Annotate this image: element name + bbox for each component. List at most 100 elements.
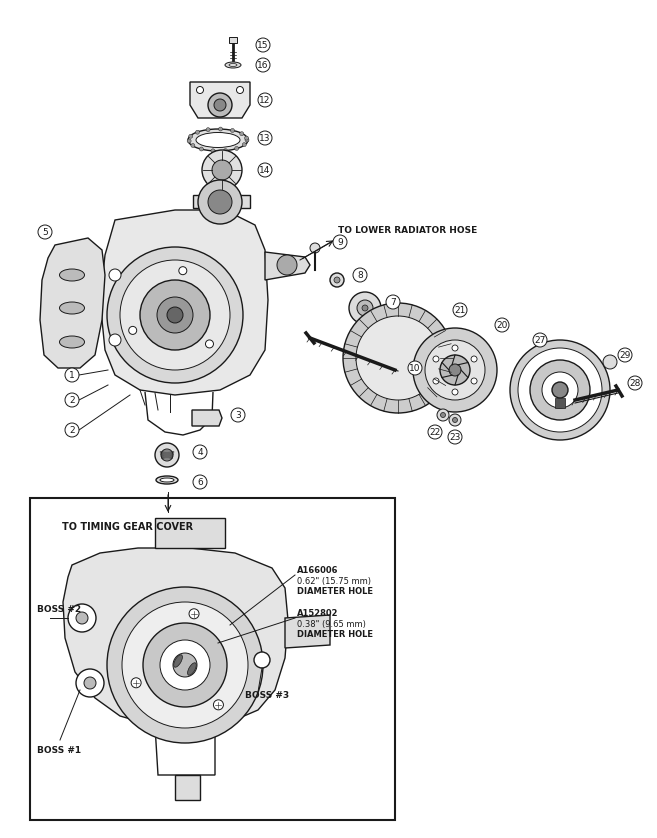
Circle shape <box>223 148 227 153</box>
Circle shape <box>129 326 137 334</box>
Text: 8: 8 <box>357 271 363 280</box>
Circle shape <box>258 131 272 145</box>
Circle shape <box>349 292 381 324</box>
Circle shape <box>452 345 458 351</box>
Circle shape <box>109 269 121 281</box>
Circle shape <box>107 247 243 383</box>
Bar <box>30 498 395 820</box>
Circle shape <box>173 653 197 677</box>
Circle shape <box>65 368 79 382</box>
Circle shape <box>413 328 497 412</box>
Circle shape <box>357 300 373 316</box>
Circle shape <box>219 127 223 131</box>
Circle shape <box>202 150 242 190</box>
Text: 6: 6 <box>197 478 203 487</box>
Circle shape <box>440 355 470 385</box>
Circle shape <box>193 475 207 489</box>
Circle shape <box>449 414 461 426</box>
Circle shape <box>408 361 422 375</box>
Text: 15: 15 <box>258 40 269 49</box>
Text: 2: 2 <box>69 426 75 434</box>
Ellipse shape <box>225 62 241 68</box>
Circle shape <box>510 340 610 440</box>
Text: BOSS #3: BOSS #3 <box>245 691 289 700</box>
Circle shape <box>343 303 453 413</box>
Circle shape <box>453 303 467 317</box>
Text: DIAMETER HOLE: DIAMETER HOLE <box>297 587 373 596</box>
Circle shape <box>530 360 590 420</box>
Circle shape <box>179 266 187 275</box>
Ellipse shape <box>160 478 174 482</box>
Text: 13: 13 <box>260 133 271 142</box>
Bar <box>229 37 237 43</box>
Circle shape <box>107 587 263 743</box>
Circle shape <box>437 409 449 421</box>
Circle shape <box>242 142 246 147</box>
Circle shape <box>167 307 183 323</box>
Circle shape <box>258 163 272 177</box>
Circle shape <box>428 425 442 439</box>
Circle shape <box>449 364 461 376</box>
Circle shape <box>471 378 477 384</box>
Circle shape <box>76 669 104 697</box>
Polygon shape <box>155 518 225 548</box>
Text: TO TIMING GEAR COVER: TO TIMING GEAR COVER <box>62 522 193 532</box>
Circle shape <box>356 316 440 400</box>
Polygon shape <box>63 548 288 728</box>
Text: 14: 14 <box>260 165 271 174</box>
Circle shape <box>235 147 238 151</box>
Circle shape <box>155 443 179 467</box>
Circle shape <box>533 333 547 347</box>
Circle shape <box>38 225 52 239</box>
Circle shape <box>189 608 199 618</box>
Circle shape <box>433 356 439 362</box>
Circle shape <box>206 127 210 132</box>
Circle shape <box>198 180 242 224</box>
Text: 0.62" (15.75 mm): 0.62" (15.75 mm) <box>297 577 371 586</box>
Text: 2: 2 <box>69 396 75 405</box>
Text: 3: 3 <box>235 411 241 420</box>
Ellipse shape <box>187 663 196 675</box>
Circle shape <box>187 139 191 143</box>
Circle shape <box>157 297 193 333</box>
Circle shape <box>433 378 439 384</box>
Text: BOSS #1: BOSS #1 <box>37 746 81 755</box>
Text: 9: 9 <box>337 237 343 246</box>
Circle shape <box>109 334 121 346</box>
Circle shape <box>518 348 602 432</box>
Circle shape <box>603 355 617 369</box>
Polygon shape <box>190 82 250 118</box>
Polygon shape <box>193 195 250 208</box>
Ellipse shape <box>173 654 183 667</box>
Circle shape <box>231 408 245 422</box>
Polygon shape <box>175 775 200 800</box>
Text: 5: 5 <box>42 227 48 236</box>
Ellipse shape <box>60 302 85 314</box>
Text: A166006: A166006 <box>297 566 338 575</box>
Text: A152802: A152802 <box>297 609 338 618</box>
Circle shape <box>440 412 445 417</box>
Circle shape <box>310 243 320 253</box>
Ellipse shape <box>196 132 240 147</box>
Text: 21: 21 <box>454 306 466 314</box>
Circle shape <box>196 130 200 134</box>
Polygon shape <box>555 398 565 408</box>
Text: 16: 16 <box>258 60 269 70</box>
Circle shape <box>131 678 141 688</box>
Text: 29: 29 <box>620 350 631 360</box>
Text: 22: 22 <box>430 427 441 437</box>
Circle shape <box>254 652 270 668</box>
Circle shape <box>471 356 477 362</box>
Circle shape <box>140 280 210 350</box>
Circle shape <box>542 372 578 408</box>
Circle shape <box>495 318 509 332</box>
Text: 0.38" (9.65 mm): 0.38" (9.65 mm) <box>297 620 366 629</box>
Circle shape <box>76 612 88 624</box>
Circle shape <box>277 255 297 275</box>
Circle shape <box>245 138 249 142</box>
Polygon shape <box>265 252 310 280</box>
Ellipse shape <box>188 129 248 151</box>
Circle shape <box>452 389 458 395</box>
Circle shape <box>333 235 347 249</box>
Circle shape <box>211 149 215 153</box>
